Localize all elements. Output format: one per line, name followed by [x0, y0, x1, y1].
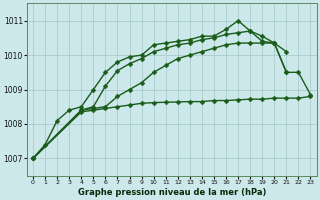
X-axis label: Graphe pression niveau de la mer (hPa): Graphe pression niveau de la mer (hPa): [77, 188, 266, 197]
